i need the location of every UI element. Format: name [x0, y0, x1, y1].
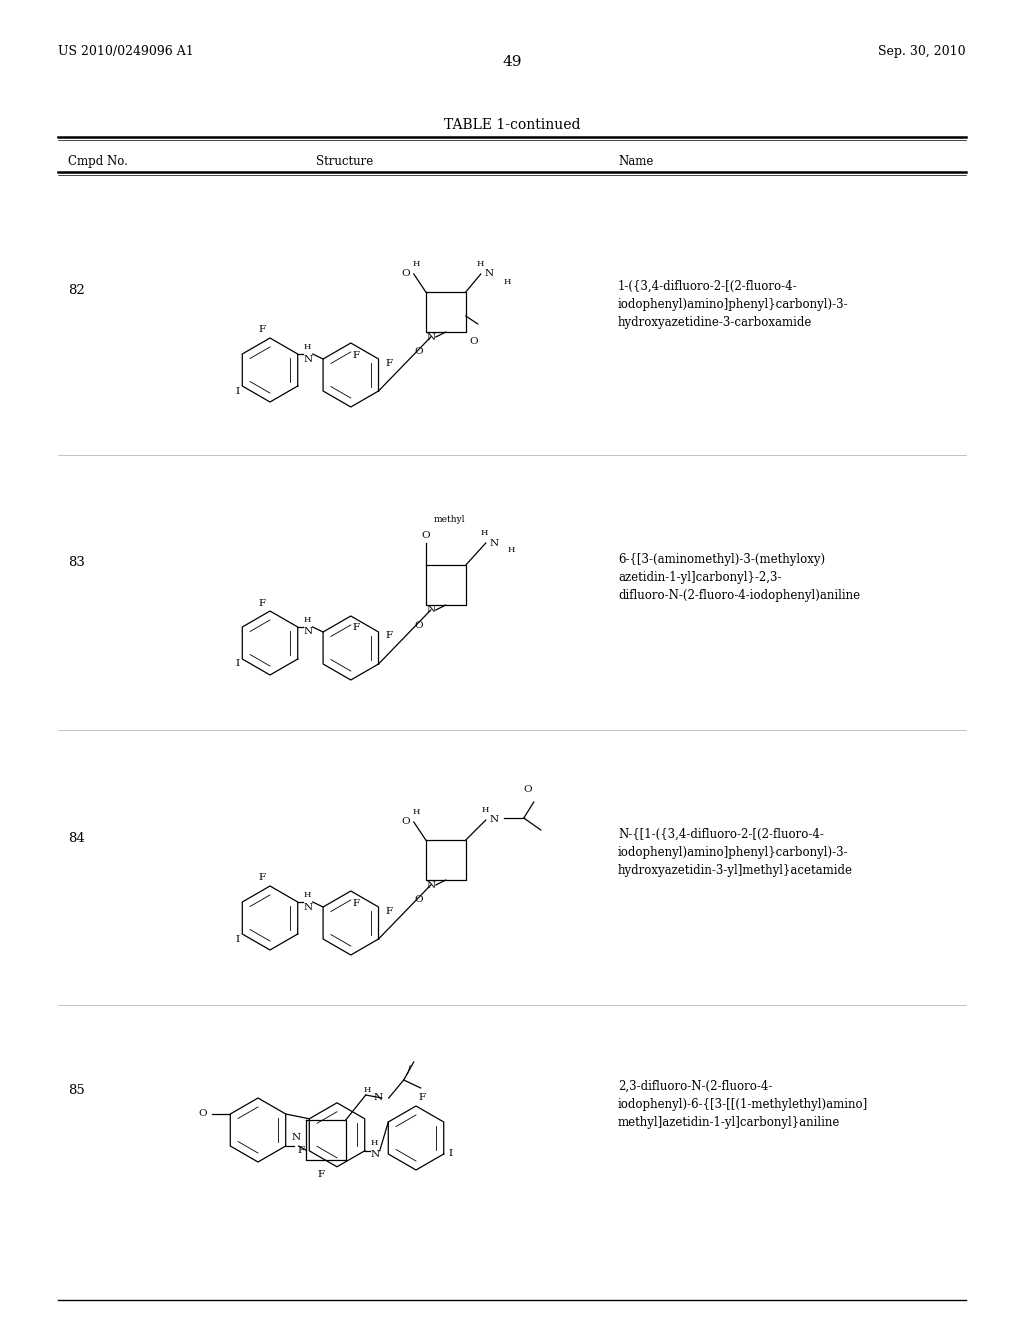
Text: O: O	[415, 895, 423, 904]
Text: F: F	[352, 623, 359, 632]
Text: /: /	[407, 1065, 411, 1074]
Text: H: H	[508, 546, 515, 554]
Text: H: H	[412, 808, 420, 816]
Text: O: O	[422, 531, 430, 540]
Text: O: O	[415, 347, 423, 356]
Text: O: O	[401, 269, 411, 279]
Text: 6-{[3-(aminomethyl)-3-(methyloxy)
azetidin-1-yl]carbonyl}-2,3-
difluoro-N-(2-flu: 6-{[3-(aminomethyl)-3-(methyloxy) azetid…	[618, 553, 860, 602]
Text: F: F	[352, 351, 359, 359]
Text: H: H	[481, 807, 488, 814]
Text: 84: 84	[68, 832, 85, 845]
Text: 49: 49	[502, 55, 522, 69]
Text: F: F	[317, 1171, 325, 1179]
Text: 85: 85	[68, 1084, 85, 1097]
Text: N: N	[303, 903, 312, 912]
Text: F: F	[258, 326, 265, 334]
Text: I: I	[449, 1150, 453, 1159]
Text: N: N	[303, 355, 312, 363]
Text: F: F	[419, 1093, 426, 1102]
Text: F: F	[352, 899, 359, 908]
Text: F: F	[297, 1146, 304, 1155]
Text: F: F	[258, 874, 265, 883]
Text: N: N	[303, 627, 312, 636]
Text: H: H	[480, 529, 487, 537]
Text: I: I	[236, 660, 240, 668]
Text: TABLE 1-continued: TABLE 1-continued	[443, 117, 581, 132]
Text: H: H	[304, 616, 311, 624]
Text: I: I	[236, 935, 240, 944]
Text: 83: 83	[68, 557, 85, 569]
Text: Cmpd No.: Cmpd No.	[68, 154, 128, 168]
Text: N: N	[426, 333, 435, 342]
Text: O: O	[523, 785, 532, 795]
Text: Sep. 30, 2010: Sep. 30, 2010	[879, 45, 966, 58]
Text: F: F	[385, 907, 392, 916]
Text: 82: 82	[68, 284, 85, 297]
Text: N: N	[426, 880, 435, 890]
Text: N: N	[426, 606, 435, 615]
Text: F: F	[385, 631, 392, 640]
Text: O: O	[401, 817, 411, 826]
Text: Structure: Structure	[316, 154, 374, 168]
Text: H: H	[476, 260, 483, 268]
Text: N: N	[489, 539, 499, 548]
Text: 1-({3,4-difluoro-2-[(2-fluoro-4-
iodophenyl)amino]phenyl}carbonyl)-3-
hydroxyaze: 1-({3,4-difluoro-2-[(2-fluoro-4- iodophe…	[618, 280, 849, 329]
Text: US 2010/0249096 A1: US 2010/0249096 A1	[58, 45, 194, 58]
Text: H: H	[304, 891, 311, 899]
Text: 2,3-difluoro-N-(2-fluoro-4-
iodophenyl)-6-{[3-[[(1-methylethyl)amino]
methyl]aze: 2,3-difluoro-N-(2-fluoro-4- iodophenyl)-…	[618, 1080, 868, 1129]
Text: H: H	[371, 1139, 379, 1147]
Text: N: N	[373, 1093, 382, 1102]
Text: O: O	[415, 620, 423, 630]
Text: N: N	[489, 816, 499, 825]
Text: Name: Name	[618, 154, 653, 168]
Text: N-{[1-({3,4-difluoro-2-[(2-fluoro-4-
iodophenyl)amino]phenyl}carbonyl)-3-
hydrox: N-{[1-({3,4-difluoro-2-[(2-fluoro-4- iod…	[618, 828, 853, 876]
Text: N: N	[291, 1134, 300, 1143]
Text: I: I	[236, 387, 240, 396]
Text: N: N	[370, 1150, 379, 1159]
Text: H: H	[304, 343, 311, 351]
Text: methyl: methyl	[434, 516, 465, 524]
Text: H: H	[412, 260, 420, 268]
Text: N: N	[484, 269, 494, 279]
Text: H: H	[504, 279, 511, 286]
Text: H: H	[364, 1086, 372, 1094]
Text: F: F	[385, 359, 392, 367]
Text: O: O	[469, 338, 478, 346]
Text: F: F	[258, 598, 265, 607]
Text: O: O	[198, 1110, 207, 1118]
